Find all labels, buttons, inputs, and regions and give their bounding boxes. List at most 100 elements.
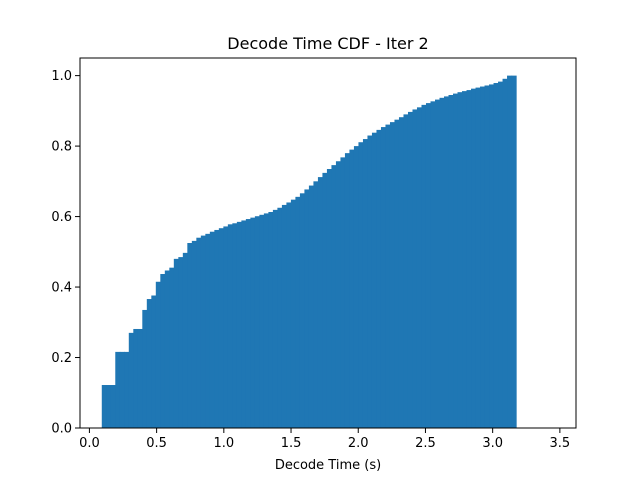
histogram-bar	[304, 189, 310, 428]
y-tick-label: 0.8	[51, 140, 72, 155]
histogram-bar	[299, 193, 306, 428]
histogram-bar	[128, 332, 134, 428]
histogram-bar	[272, 209, 278, 428]
histogram-bar	[331, 165, 337, 428]
histogram-bar	[268, 211, 274, 428]
histogram-bar	[182, 252, 188, 428]
y-tick-label: 0.4	[51, 281, 72, 296]
y-tick-label: 0.0	[51, 422, 72, 437]
histogram-bar	[232, 223, 238, 428]
histogram-bar	[453, 93, 459, 428]
histogram-bar	[507, 75, 513, 429]
x-tick-label: 2.0	[348, 436, 369, 451]
histogram-bar	[394, 119, 400, 429]
histogram-bar	[403, 114, 409, 428]
histogram-bar	[353, 146, 360, 428]
bars-group	[101, 75, 517, 429]
ticks-group: 0.0 0.5 1.0 1.5 2.0 2.5 3.0 3.5 0.0 0.2 0.4 0.6 0.8 1…	[51, 69, 570, 451]
histogram-bar	[480, 86, 486, 428]
histogram-bar	[101, 385, 107, 428]
histogram-bar	[362, 139, 369, 429]
histogram-bar	[236, 221, 242, 428]
histogram-bar	[385, 124, 391, 428]
histogram-bar	[462, 91, 468, 429]
x-axis-label: Decode Time (s)	[275, 458, 381, 473]
histogram-bar	[227, 224, 233, 428]
histogram-bar	[245, 219, 251, 428]
histogram-bar	[471, 88, 477, 428]
histogram-bar	[191, 240, 197, 428]
x-tick-label: 1.5	[281, 436, 302, 451]
histogram-bar	[214, 229, 220, 428]
histogram-bar	[142, 309, 148, 428]
histogram-bar	[178, 257, 184, 428]
histogram-bar	[295, 196, 301, 428]
histogram-bar	[209, 231, 215, 428]
x-tick-label: 2.5	[415, 436, 436, 451]
histogram-bar	[317, 177, 324, 428]
histogram-bar	[389, 122, 396, 428]
histogram-bar	[335, 161, 342, 428]
histogram-bar	[281, 204, 287, 428]
histogram-bar	[133, 328, 139, 428]
histogram-bar	[412, 109, 418, 428]
histogram-bar	[259, 214, 265, 428]
histogram-bar	[187, 243, 193, 428]
histogram-bar	[349, 149, 355, 428]
chart-title: Decode Time CDF - Iter 2	[227, 34, 428, 53]
histogram-bar	[277, 207, 283, 428]
histogram-bar	[146, 299, 152, 428]
histogram-bar	[218, 228, 224, 428]
histogram-bar	[340, 157, 346, 428]
histogram-bar	[200, 235, 206, 428]
histogram-bar	[164, 270, 170, 428]
histogram-bar	[290, 199, 296, 428]
histogram-bar	[502, 78, 508, 428]
histogram-bar	[223, 226, 229, 428]
histogram-bar	[322, 172, 328, 428]
histogram-bar	[160, 274, 166, 428]
histogram-bar	[124, 351, 130, 428]
histogram-bar	[205, 233, 211, 428]
histogram-bar	[484, 85, 490, 429]
histogram-bar	[371, 132, 378, 428]
histogram-bar	[286, 202, 292, 428]
histogram-bar	[326, 169, 333, 428]
histogram-bar	[435, 99, 441, 428]
histogram-bar	[511, 75, 517, 429]
histogram-bar	[475, 87, 481, 428]
histogram-bar	[439, 97, 445, 428]
histogram-bar	[241, 220, 247, 428]
histogram-bar	[376, 129, 382, 428]
histogram-bar	[425, 103, 432, 428]
histogram-bar	[173, 258, 179, 428]
histogram-bar	[407, 111, 414, 428]
histogram-bar	[430, 101, 436, 428]
histogram-bar	[169, 267, 175, 428]
histogram-bar	[416, 107, 423, 428]
histogram-bar	[444, 96, 450, 428]
histogram-bar	[308, 185, 315, 428]
histogram-bar	[151, 295, 157, 428]
histogram-bar	[115, 351, 121, 428]
y-tick-label: 1.0	[51, 69, 72, 84]
histogram-bar	[457, 92, 463, 429]
histogram-bar	[493, 83, 499, 429]
histogram-bar	[358, 142, 364, 428]
plot-frame	[79, 57, 577, 429]
histogram-bar	[421, 104, 427, 429]
histogram-bar	[489, 84, 495, 429]
histogram-bar	[137, 328, 143, 428]
histogram-bar	[380, 127, 387, 428]
histogram-bar	[313, 181, 319, 428]
x-tick-label: 3.0	[482, 436, 503, 451]
histogram-bar	[263, 213, 269, 428]
histogram-bar	[119, 351, 125, 428]
y-tick-label: 0.6	[51, 210, 72, 225]
histogram-bar	[110, 385, 116, 428]
x-tick-label: 0.0	[79, 436, 100, 451]
histogram-bar	[106, 385, 112, 428]
x-tick-label: 1.0	[213, 436, 234, 451]
